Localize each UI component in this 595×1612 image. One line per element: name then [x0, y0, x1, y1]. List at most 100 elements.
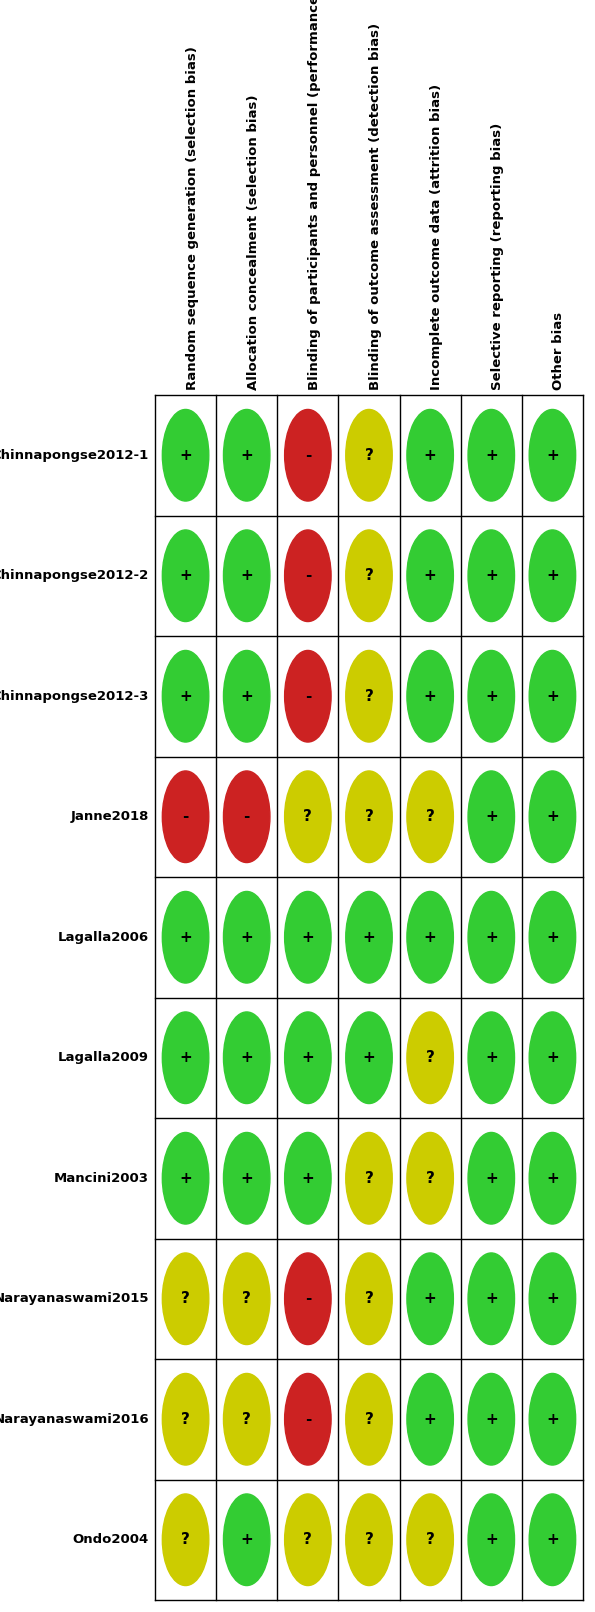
Ellipse shape — [468, 891, 515, 983]
Text: +: + — [485, 1051, 497, 1066]
Text: ?: ? — [365, 1533, 374, 1548]
Ellipse shape — [529, 1494, 576, 1586]
Ellipse shape — [162, 1012, 209, 1104]
Ellipse shape — [162, 651, 209, 742]
Text: Chinnapongse2012-3: Chinnapongse2012-3 — [0, 690, 149, 703]
Text: Chinnapongse2012-2: Chinnapongse2012-2 — [0, 569, 149, 582]
Ellipse shape — [468, 409, 515, 501]
Text: Narayanaswami2016: Narayanaswami2016 — [0, 1412, 149, 1425]
Ellipse shape — [407, 1494, 453, 1586]
Ellipse shape — [529, 530, 576, 622]
Text: +: + — [302, 1051, 314, 1066]
Text: +: + — [302, 930, 314, 945]
Text: -: - — [243, 809, 250, 824]
Ellipse shape — [284, 891, 331, 983]
Text: ?: ? — [181, 1412, 190, 1427]
Text: +: + — [424, 569, 437, 584]
Ellipse shape — [468, 1133, 515, 1224]
Text: +: + — [179, 688, 192, 704]
Text: ?: ? — [242, 1291, 251, 1306]
Ellipse shape — [346, 651, 392, 742]
Text: ?: ? — [425, 1051, 434, 1066]
Ellipse shape — [407, 891, 453, 983]
Ellipse shape — [529, 409, 576, 501]
Text: +: + — [240, 1533, 253, 1548]
Text: +: + — [546, 569, 559, 584]
Ellipse shape — [224, 1373, 270, 1465]
Ellipse shape — [529, 891, 576, 983]
Ellipse shape — [346, 409, 392, 501]
Ellipse shape — [407, 771, 453, 862]
Text: +: + — [546, 1170, 559, 1186]
Text: +: + — [485, 688, 497, 704]
Ellipse shape — [407, 1133, 453, 1224]
Ellipse shape — [346, 1012, 392, 1104]
Ellipse shape — [468, 530, 515, 622]
Ellipse shape — [468, 1373, 515, 1465]
Text: +: + — [179, 1051, 192, 1066]
Ellipse shape — [224, 1012, 270, 1104]
Text: Lagalla2009: Lagalla2009 — [58, 1051, 149, 1064]
Text: +: + — [424, 930, 437, 945]
Text: +: + — [424, 1412, 437, 1427]
Text: +: + — [424, 1291, 437, 1306]
Ellipse shape — [224, 651, 270, 742]
Ellipse shape — [346, 1253, 392, 1344]
Ellipse shape — [468, 771, 515, 862]
Ellipse shape — [407, 1373, 453, 1465]
Text: ?: ? — [181, 1533, 190, 1548]
Ellipse shape — [284, 1494, 331, 1586]
Ellipse shape — [346, 891, 392, 983]
Text: +: + — [485, 809, 497, 824]
Ellipse shape — [346, 1133, 392, 1224]
Text: -: - — [305, 688, 311, 704]
Text: Random sequence generation (selection bias): Random sequence generation (selection bi… — [186, 47, 199, 390]
Ellipse shape — [346, 1373, 392, 1465]
Ellipse shape — [284, 530, 331, 622]
Ellipse shape — [162, 1133, 209, 1224]
Ellipse shape — [468, 651, 515, 742]
Ellipse shape — [407, 1253, 453, 1344]
Ellipse shape — [284, 1253, 331, 1344]
Ellipse shape — [407, 409, 453, 501]
Ellipse shape — [346, 530, 392, 622]
Text: +: + — [240, 1051, 253, 1066]
Text: +: + — [546, 448, 559, 463]
Text: ?: ? — [425, 1533, 434, 1548]
Text: +: + — [240, 930, 253, 945]
Text: Blinding of participants and personnel (performance bias): Blinding of participants and personnel (… — [308, 0, 321, 390]
Text: ?: ? — [365, 448, 374, 463]
Ellipse shape — [529, 651, 576, 742]
Text: +: + — [179, 448, 192, 463]
Text: -: - — [305, 1412, 311, 1427]
Ellipse shape — [468, 1494, 515, 1586]
Ellipse shape — [407, 1012, 453, 1104]
Ellipse shape — [529, 1133, 576, 1224]
Ellipse shape — [224, 1494, 270, 1586]
Text: +: + — [546, 688, 559, 704]
Text: -: - — [305, 1291, 311, 1306]
Text: +: + — [485, 1412, 497, 1427]
Ellipse shape — [407, 651, 453, 742]
Ellipse shape — [162, 1253, 209, 1344]
Text: +: + — [240, 688, 253, 704]
Text: +: + — [485, 930, 497, 945]
Text: +: + — [546, 1291, 559, 1306]
Ellipse shape — [224, 530, 270, 622]
Text: ?: ? — [425, 1170, 434, 1186]
Text: -: - — [183, 809, 189, 824]
Ellipse shape — [284, 409, 331, 501]
Ellipse shape — [529, 771, 576, 862]
Text: ?: ? — [365, 569, 374, 584]
Text: -: - — [305, 569, 311, 584]
Text: Lagalla2006: Lagalla2006 — [58, 930, 149, 943]
Ellipse shape — [162, 1373, 209, 1465]
Ellipse shape — [162, 1494, 209, 1586]
Ellipse shape — [224, 409, 270, 501]
Text: +: + — [424, 688, 437, 704]
Ellipse shape — [468, 1012, 515, 1104]
Text: ?: ? — [365, 1412, 374, 1427]
Ellipse shape — [407, 530, 453, 622]
Text: +: + — [546, 930, 559, 945]
Text: +: + — [179, 569, 192, 584]
